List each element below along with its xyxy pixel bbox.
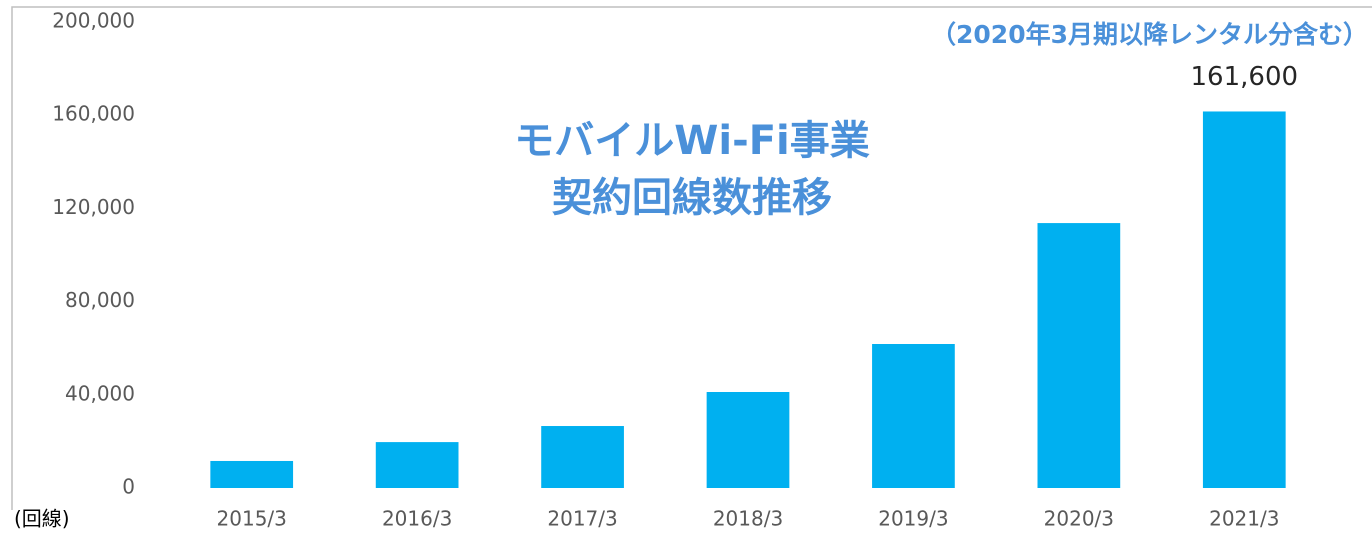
chart-title: モバイルWi-Fi事業 (514, 118, 869, 164)
bar (706, 392, 790, 488)
y-tick-label: 40,000 (65, 381, 135, 405)
x-tick-label: 2018/3 (713, 507, 783, 531)
y-tick-label: 80,000 (65, 288, 135, 312)
bar (1037, 223, 1121, 489)
bar (1202, 111, 1286, 489)
y-tick-label: 160,000 (52, 102, 135, 126)
bar (375, 442, 459, 488)
annotation: （2020年3月期以降レンタル分含む） (931, 20, 1368, 49)
x-tick-label: 2020/3 (1044, 507, 1114, 531)
frame (11, 6, 1372, 510)
y-unit: (回線) (14, 507, 70, 531)
data-label: 161,600 (1191, 62, 1299, 92)
y-tick-label: 0 (122, 475, 135, 499)
x-tick-label: 2017/3 (547, 507, 617, 531)
x-tick-label: 2021/3 (1209, 507, 1279, 531)
bar (210, 460, 294, 488)
y-tick-label: 200,000 (52, 9, 135, 33)
x-tick-label: 2019/3 (878, 507, 948, 531)
x-tick-label: 2015/3 (217, 507, 287, 531)
bar (541, 426, 624, 488)
y-tick-label: 120,000 (52, 195, 135, 219)
bar (872, 344, 955, 488)
x-tick-label: 2016/3 (382, 507, 452, 531)
chart-title: 契約回線数推移 (552, 175, 832, 221)
